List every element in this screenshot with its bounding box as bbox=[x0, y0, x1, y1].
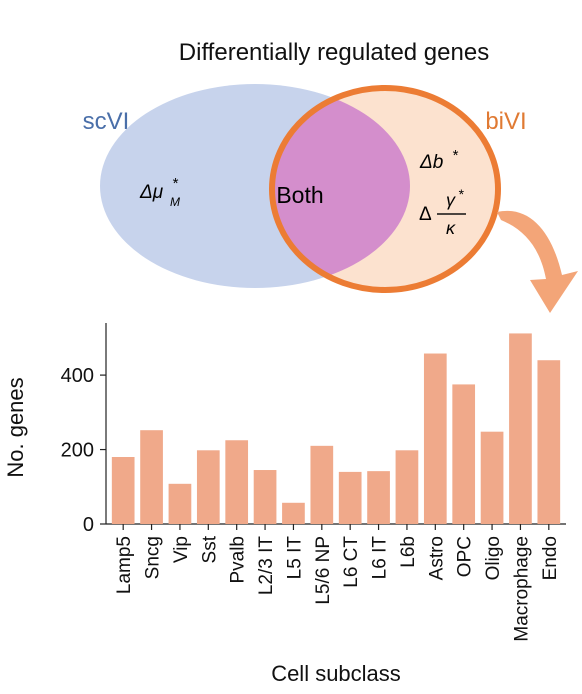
bar bbox=[509, 333, 532, 524]
y-tick-label: 0 bbox=[83, 514, 94, 536]
bar bbox=[537, 360, 561, 524]
x-axis-label: Cell subclass bbox=[271, 661, 401, 686]
bar bbox=[140, 430, 163, 524]
bivi-term-delta: Δ bbox=[419, 204, 432, 225]
bivi-term-db: Δb * bbox=[419, 147, 459, 173]
bar bbox=[338, 471, 362, 524]
bivi-term-db-sup: * bbox=[452, 147, 459, 164]
x-tick-label: L5/6 NP bbox=[313, 536, 334, 605]
bar bbox=[253, 470, 277, 524]
x-tick-label: Endo bbox=[540, 536, 561, 580]
x-tick-label: Sst bbox=[199, 535, 220, 563]
bivi-term-kappa: κ bbox=[446, 218, 456, 238]
bar bbox=[423, 353, 447, 524]
both-overlap-region bbox=[272, 88, 410, 288]
bar bbox=[452, 384, 476, 524]
bar bbox=[168, 483, 192, 524]
bar bbox=[480, 431, 504, 524]
venn-title: Differentially regulated genes bbox=[179, 39, 489, 66]
scvi-term-sup: * bbox=[172, 175, 179, 192]
x-tick-label: Sncg bbox=[143, 536, 164, 579]
x-tick-label: Lamp5 bbox=[114, 536, 135, 594]
x-tick-label: L6 CT bbox=[341, 536, 362, 588]
bivi-term-gamma: γ bbox=[446, 190, 456, 210]
y-tick-label: 400 bbox=[61, 365, 94, 387]
scvi-term-main: Δμ bbox=[139, 182, 164, 203]
bar bbox=[282, 502, 305, 524]
scvi-term: Δμ * M bbox=[139, 175, 180, 209]
y-tick-label: 200 bbox=[61, 440, 94, 462]
both-label: Both bbox=[276, 182, 323, 208]
bivi-term-gamma-kappa: Δ γ * κ bbox=[419, 186, 466, 238]
x-tick-label: L6b bbox=[398, 536, 419, 568]
bivi-set-outline bbox=[269, 85, 501, 293]
scvi-term-sub: M bbox=[170, 195, 180, 209]
y-axis-label: No. genes bbox=[3, 377, 28, 477]
scvi-label: scVI bbox=[83, 108, 130, 135]
bivi-label: biVI bbox=[485, 108, 526, 135]
bar bbox=[196, 450, 220, 524]
bar bbox=[225, 440, 249, 524]
x-tick-label: Oligo bbox=[483, 536, 504, 580]
bar bbox=[367, 471, 390, 524]
bar-chart: 0 200 400 No. genes Lamp5 Sncg Vip Sst Pvalb L2/3… bbox=[3, 323, 566, 686]
x-tick-label: L6 IT bbox=[370, 536, 391, 580]
svg-text:Δμ: Δμ bbox=[139, 182, 164, 203]
bivi-term-gamma-sup: * bbox=[458, 186, 464, 202]
curved-arrow-icon bbox=[497, 210, 578, 313]
x-tick-label: Pvalb bbox=[228, 536, 249, 584]
x-tick-label: Macrophage bbox=[511, 536, 532, 642]
bivi-term-db-main: Δb bbox=[419, 152, 443, 173]
bar bbox=[395, 450, 419, 524]
bar bbox=[111, 457, 135, 524]
x-tick-label: L5 IT bbox=[284, 536, 305, 580]
x-tick-label: OPC bbox=[455, 536, 476, 577]
x-tick-label: Astro bbox=[426, 536, 447, 580]
bar bbox=[310, 445, 334, 524]
x-tick-label: Vip bbox=[171, 536, 192, 563]
x-tick-label: L2/3 IT bbox=[256, 536, 277, 596]
